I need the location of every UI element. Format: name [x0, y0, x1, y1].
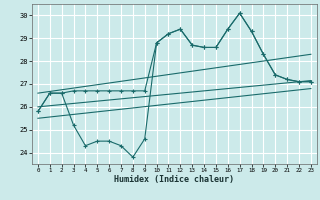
X-axis label: Humidex (Indice chaleur): Humidex (Indice chaleur): [115, 175, 234, 184]
